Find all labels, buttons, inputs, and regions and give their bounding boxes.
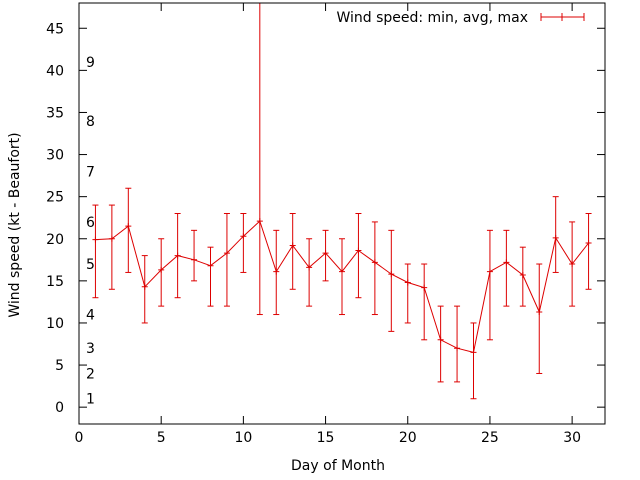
avg-point <box>371 259 378 266</box>
beaufort-label: 7 <box>86 164 95 180</box>
y-tick-label: 10 <box>46 316 64 332</box>
y-tick-label: 25 <box>46 190 64 206</box>
avg-point <box>421 284 428 291</box>
beaufort-label: 5 <box>86 257 95 273</box>
avg-point <box>470 349 477 356</box>
avg-point <box>552 234 559 241</box>
avg-point <box>454 345 461 352</box>
beaufort-label: 3 <box>86 341 95 357</box>
y-tick-label: 5 <box>55 358 64 374</box>
x-tick-label: 0 <box>75 430 84 446</box>
avg-point <box>191 256 198 263</box>
x-tick-label: 5 <box>157 430 166 446</box>
avg-point <box>125 223 132 230</box>
y-tick-label: 40 <box>46 63 64 79</box>
avg-point <box>503 259 510 266</box>
y-tick-label: 35 <box>46 105 64 121</box>
y-tick-label: 15 <box>46 274 64 290</box>
avg-point <box>355 247 362 254</box>
avg-point <box>174 252 181 259</box>
wind-series <box>92 2 592 400</box>
legend: Wind speed: min, avg, max <box>336 10 585 26</box>
avg-point <box>322 250 329 257</box>
x-tick-label: 25 <box>481 430 499 446</box>
y-tick-label: 30 <box>46 148 64 164</box>
avg-point <box>158 266 165 273</box>
y-tick-label: 45 <box>46 21 64 37</box>
avg-point <box>92 236 99 243</box>
avg-point <box>339 268 345 275</box>
avg-point <box>141 283 148 290</box>
avg-point <box>388 271 395 278</box>
avg-point <box>437 336 444 343</box>
avg-point <box>306 264 313 271</box>
beaufort-label: 1 <box>86 392 95 408</box>
avg-point <box>536 309 543 316</box>
beaufort-label: 6 <box>86 215 95 231</box>
avg-point <box>585 239 592 246</box>
y-axis-title: Wind speed (kt - Beaufort) <box>7 132 23 317</box>
avg-point <box>207 262 214 269</box>
x-tick-label: 20 <box>399 430 417 446</box>
beaufort-label: 8 <box>86 114 95 130</box>
avg-point <box>486 268 493 275</box>
x-tick-label: 30 <box>563 430 581 446</box>
x-tick-label: 15 <box>317 430 335 446</box>
y-tick-label: 20 <box>46 232 64 248</box>
y-tick-label: 0 <box>55 400 64 416</box>
avg-point <box>519 271 526 278</box>
avg-point <box>404 279 411 286</box>
avg-point <box>240 233 247 240</box>
avg-point <box>108 235 115 242</box>
plot-frame <box>78 2 606 425</box>
avg-point <box>256 218 263 225</box>
x-tick-label: 10 <box>234 430 252 446</box>
beaufort-label: 4 <box>86 308 95 324</box>
beaufort-label: 9 <box>86 55 95 71</box>
beaufort-label: 2 <box>86 366 95 382</box>
avg-point <box>569 261 576 268</box>
x-axis-title: Day of Month <box>291 458 385 474</box>
avg-point <box>289 242 296 249</box>
legend-label: Wind speed: min, avg, max <box>336 10 528 26</box>
avg-point <box>273 268 280 275</box>
avg-point <box>223 250 230 257</box>
